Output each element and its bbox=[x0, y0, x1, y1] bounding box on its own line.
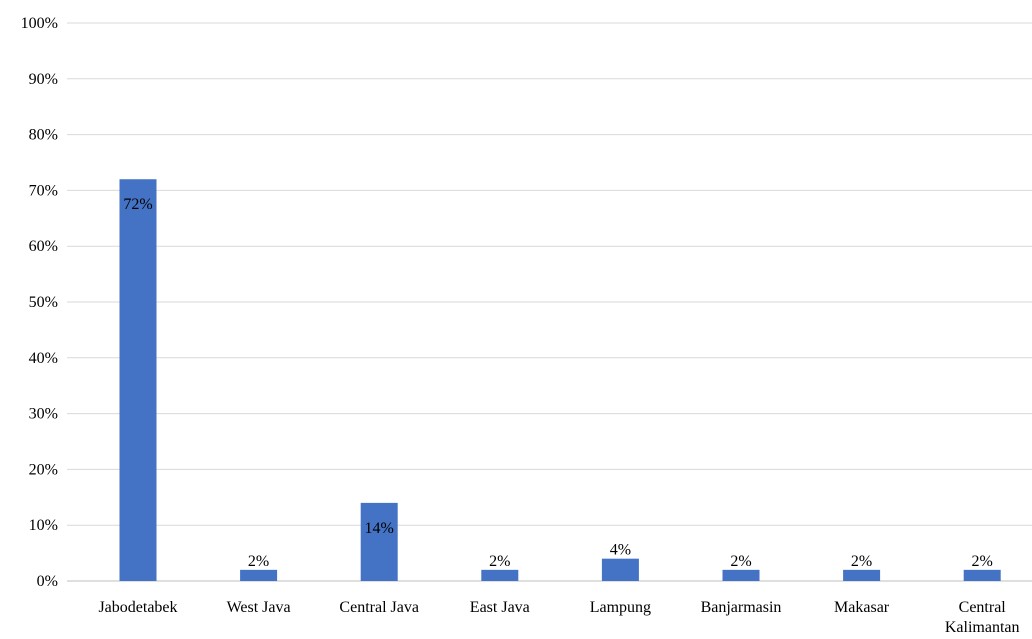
x-category-label: Makasar bbox=[834, 599, 890, 616]
y-tick-label: 10% bbox=[29, 517, 58, 534]
data-labels: 72% 2% 14% 2% 4% 2% 2% 2% bbox=[123, 196, 993, 570]
data-label: 2% bbox=[248, 553, 269, 570]
x-category-label: Banjarmasin bbox=[701, 599, 782, 616]
data-label: 2% bbox=[489, 553, 510, 570]
y-tick-label: 40% bbox=[29, 350, 58, 367]
bar bbox=[119, 179, 157, 582]
y-tick-label: 90% bbox=[29, 71, 58, 88]
data-label: 14% bbox=[365, 520, 394, 537]
bar bbox=[481, 569, 519, 581]
y-tick-label: 20% bbox=[29, 461, 58, 478]
data-label: 2% bbox=[972, 553, 993, 570]
y-tick-label: 0% bbox=[37, 573, 58, 590]
bar bbox=[360, 502, 398, 581]
x-category-label: West Java bbox=[227, 599, 291, 616]
x-category-label: Central Kalimantan bbox=[945, 599, 1020, 636]
grid-layer bbox=[67, 22, 1032, 582]
x-category-label: Lampung bbox=[590, 599, 651, 616]
bar bbox=[601, 558, 639, 581]
bar bbox=[240, 569, 278, 581]
y-tick-label: 80% bbox=[29, 127, 58, 144]
bars bbox=[119, 179, 1001, 582]
y-tick-label: 70% bbox=[29, 182, 58, 199]
bar bbox=[843, 569, 881, 581]
data-label: 2% bbox=[851, 553, 872, 570]
x-category-label: East Java bbox=[470, 599, 530, 616]
x-category-label: Central Java bbox=[339, 599, 419, 616]
data-label: 4% bbox=[610, 542, 631, 559]
x-category-label: Jabodetabek bbox=[98, 599, 177, 616]
y-tick-label: 100% bbox=[21, 15, 58, 32]
bar bbox=[722, 569, 760, 581]
data-label: 2% bbox=[730, 553, 751, 570]
y-tick-label: 50% bbox=[29, 294, 58, 311]
y-tick-label: 30% bbox=[29, 406, 58, 423]
x-axis-categories: Jabodetabek West Java Central Java East Jav… bbox=[98, 599, 1019, 636]
y-axis-ticks: 0% 10% 20% 30% 40% 50% 60% 70% 80% 90% 100% bbox=[21, 15, 58, 590]
data-label: 72% bbox=[123, 196, 152, 213]
y-tick-label: 60% bbox=[29, 238, 58, 255]
bar bbox=[963, 569, 1001, 581]
